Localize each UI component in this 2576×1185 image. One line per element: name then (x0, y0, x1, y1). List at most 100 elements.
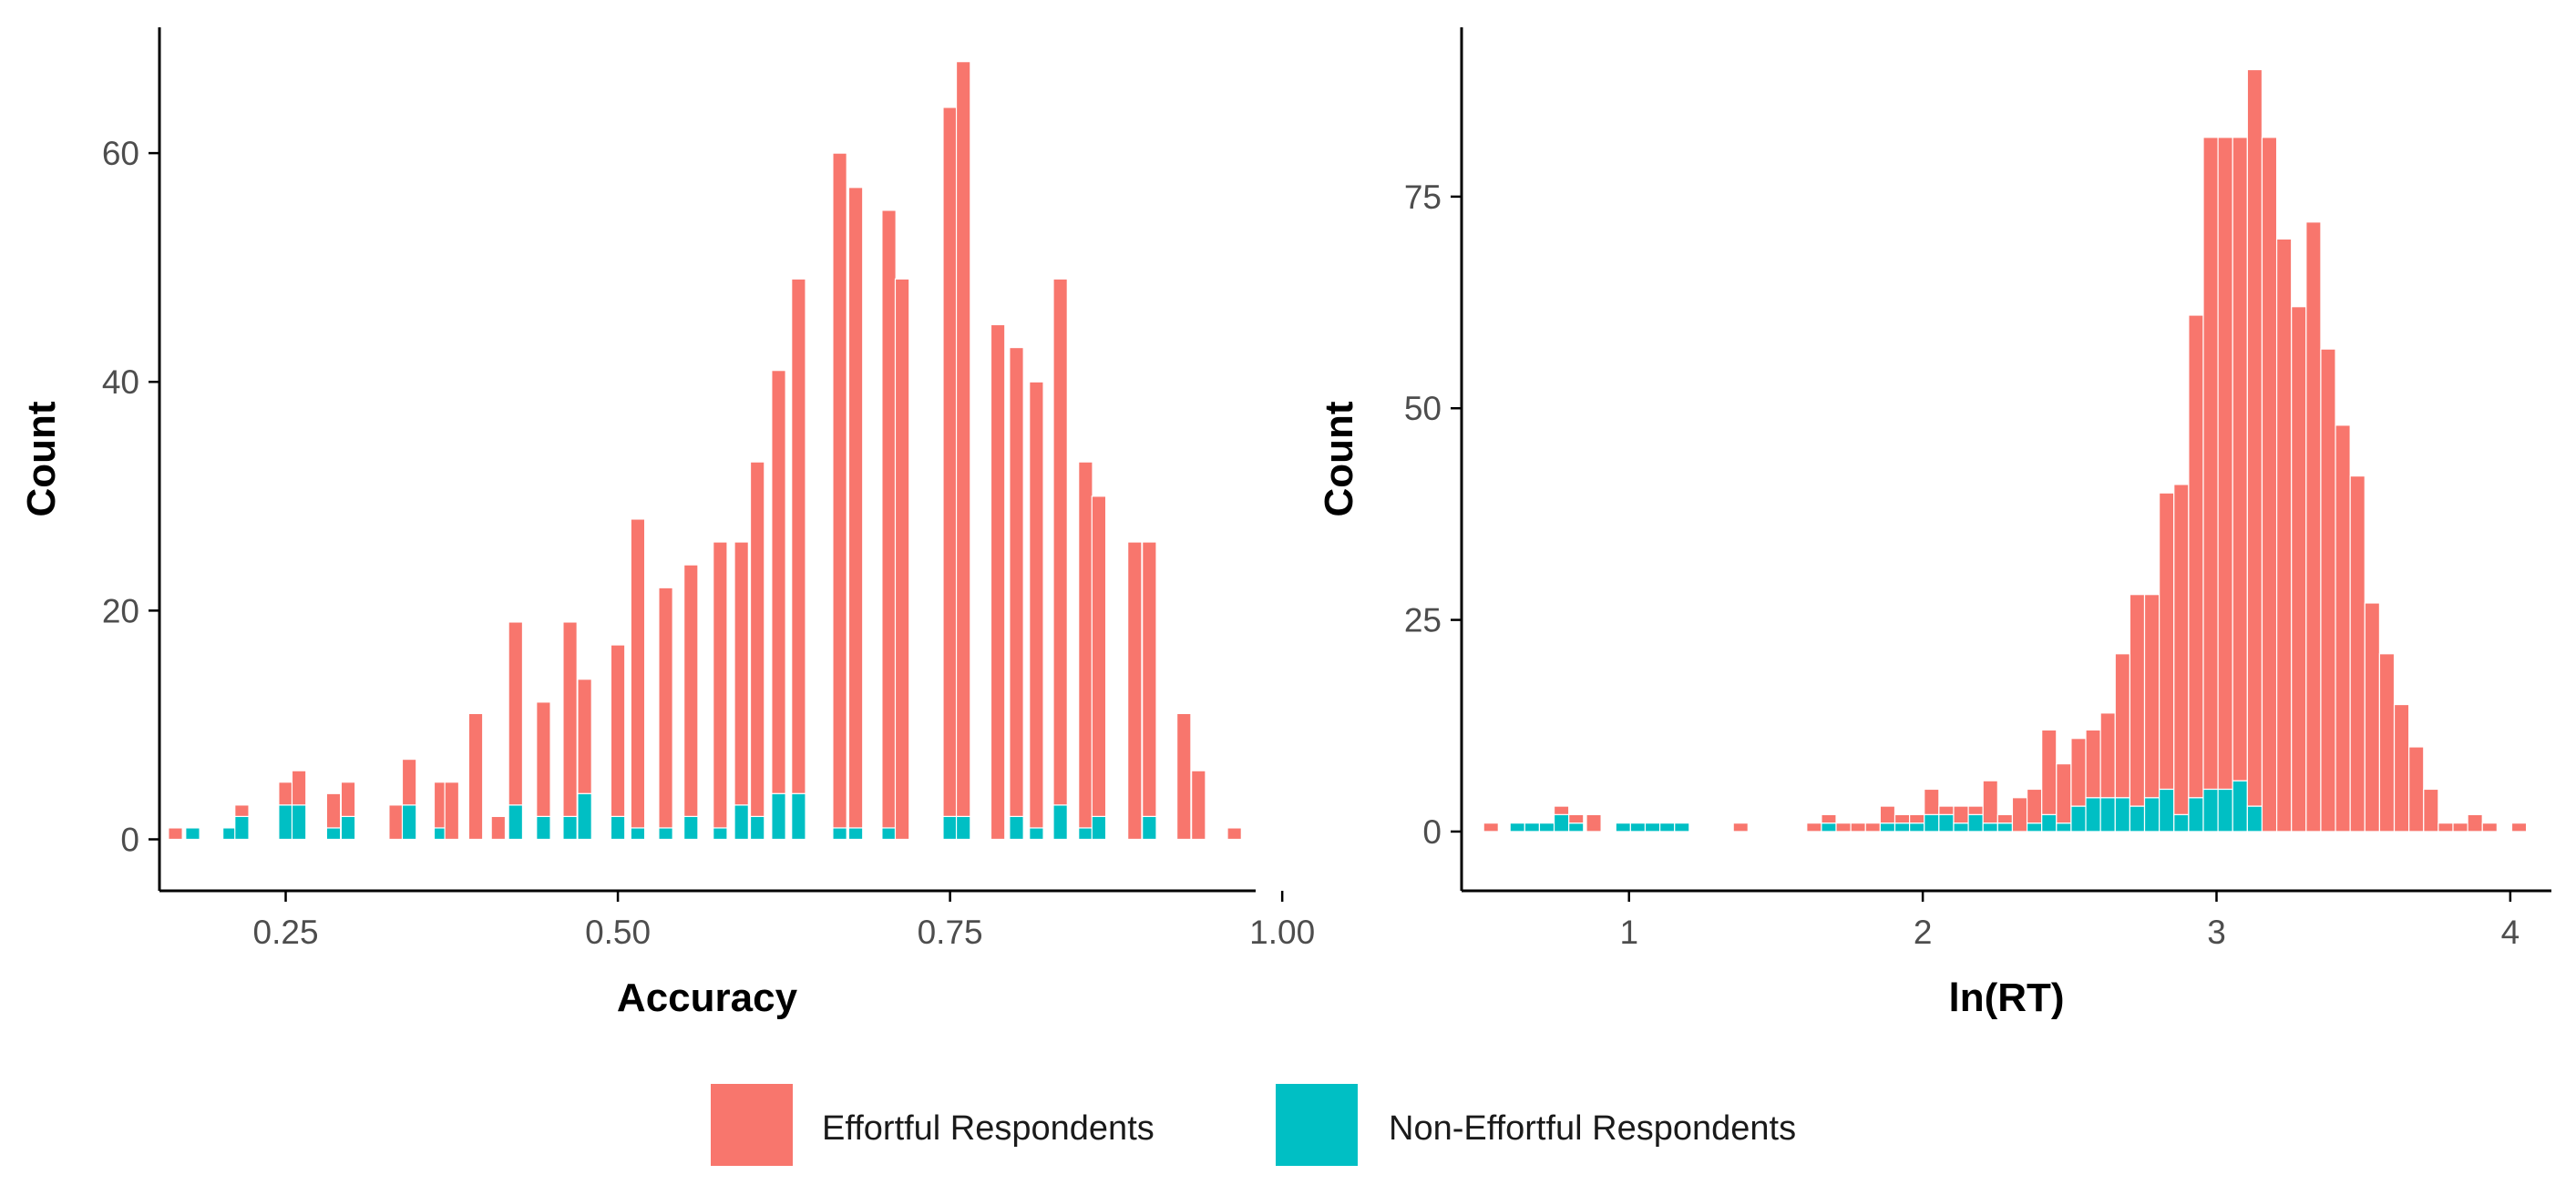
non-effortful-bar (1909, 822, 1925, 833)
effortful-bar (536, 701, 551, 817)
non-effortful-bar (1509, 822, 1525, 833)
effortful-bar (2217, 137, 2233, 791)
non-effortful-bar (2070, 805, 2087, 833)
non-effortful-bar (734, 804, 749, 841)
effortful-bar (1953, 805, 1969, 824)
effortful-bar (325, 792, 342, 829)
effortful-bar (942, 107, 958, 817)
non-effortful-bar (1052, 804, 1068, 841)
effortful-bar (749, 461, 765, 817)
non-effortful-bar (278, 804, 293, 841)
ln-rt-panel: 1 2 3 4 0 25 50 75 ln(RT) Count (1317, 27, 2551, 1020)
effortful-bar (577, 679, 592, 794)
effortful-bar (1029, 381, 1044, 829)
effortful-bar (2452, 822, 2468, 833)
effortful-bar (2291, 306, 2307, 833)
non-effortful-bar (2099, 797, 2116, 833)
effortful-bar (1864, 822, 1881, 833)
non-effortful-bar (2041, 813, 2058, 833)
non-effortful-bar (536, 815, 551, 841)
non-effortful-bar (1644, 822, 1661, 833)
effortful-bar (1568, 813, 1585, 824)
non-effortful-bar (1615, 822, 1631, 833)
effortful-bar (2129, 594, 2146, 807)
effortful-bar (1924, 788, 1940, 815)
y-tick-label: 60 (102, 135, 139, 172)
effortful-bar (2408, 746, 2425, 833)
effortful-bar (2232, 137, 2248, 781)
effortful-bar (881, 209, 897, 829)
effortful-bar (2070, 738, 2087, 807)
effortful-bar (1996, 813, 2014, 824)
effortful-bar (2510, 822, 2528, 833)
effortful-bar (1127, 541, 1143, 841)
non-effortful-bar (508, 804, 524, 841)
x-tick-label: 1 (1619, 914, 1638, 951)
effortful-bar (2423, 788, 2439, 833)
effortful-bar (2056, 762, 2072, 824)
non-effortful-bar (1894, 822, 1911, 833)
non-effortful-bar (955, 815, 971, 841)
y-tick-label: 40 (102, 363, 139, 401)
effortful-bar (658, 587, 673, 829)
legend: Effortful Respondents Non-Effortful Resp… (711, 1084, 1796, 1166)
effortful-bar (2041, 729, 2058, 815)
effortful-bar (291, 770, 307, 806)
non-effortful-bar (2159, 788, 2175, 833)
effortful-bar (1091, 495, 1107, 817)
non-effortful-bar (1629, 822, 1647, 833)
effortful-bar (1142, 541, 1157, 817)
effortful-bar (713, 541, 728, 829)
x-tick-label: 0.25 (253, 914, 319, 951)
effortful-bar (955, 61, 971, 817)
non-effortful-bar (881, 827, 897, 841)
effortful-bar (2275, 238, 2293, 833)
non-effortful-bar (610, 815, 626, 841)
y-tick-label: 25 (1404, 602, 1442, 639)
effortful-bar (444, 781, 460, 841)
effortful-bar (734, 541, 749, 806)
non-effortful-bar (1982, 822, 1998, 833)
effortful-bar (894, 278, 910, 841)
y-tick-label: 0 (1422, 813, 1442, 851)
non-effortful-bar (234, 815, 250, 841)
effortful-bar (2378, 653, 2396, 833)
non-effortful-bar (630, 827, 646, 841)
non-effortful-bar (185, 827, 200, 841)
non-effortful-bar (2232, 780, 2248, 833)
effortful-bar (1078, 461, 1093, 829)
non-effortful-bar (749, 815, 765, 841)
effortful-bar (490, 815, 507, 841)
non-effortful-bar (1524, 822, 1541, 833)
effortful-bar (467, 712, 484, 841)
non-effortful-bar (2188, 797, 2204, 833)
non-effortful-bar (1953, 822, 1969, 833)
effortful-bar (2173, 484, 2190, 815)
non-effortful-bar (340, 815, 356, 841)
non-effortful-bar (1538, 822, 1555, 833)
non-effortful-bar (832, 827, 847, 841)
effortful-bar (771, 370, 786, 794)
effortful-bar (1909, 813, 1925, 824)
effortful-bar (1982, 780, 1998, 824)
non-effortful-bar (2114, 797, 2131, 833)
non-effortful-bar (2143, 797, 2160, 833)
non-effortful-bar (1091, 815, 1107, 841)
effortful-bar (2011, 797, 2028, 833)
effortful-bar (1835, 822, 1852, 833)
accuracy-panel: 0.25 0.50 0.75 1.00 0 20 40 60 Accuracy Count (19, 27, 1315, 1020)
legend-swatch-non-effortful (1276, 1084, 1358, 1166)
non-effortful-bar (2026, 822, 2043, 833)
non-effortful-bar (1009, 815, 1024, 841)
non-effortful-bar (577, 792, 592, 841)
effortful-bar (2026, 788, 2043, 824)
effortful-bar (2481, 822, 2498, 833)
effortful-bar (388, 804, 404, 841)
non-effortful-bar (1568, 822, 1585, 833)
effortful-bar (610, 644, 626, 817)
effortful-bar (1483, 822, 1499, 833)
non-effortful-bar (291, 804, 307, 841)
x-axis-title: ln(RT) (1948, 976, 2064, 1020)
effortful-bar (1586, 813, 1602, 833)
non-effortful-bar (1029, 827, 1044, 841)
